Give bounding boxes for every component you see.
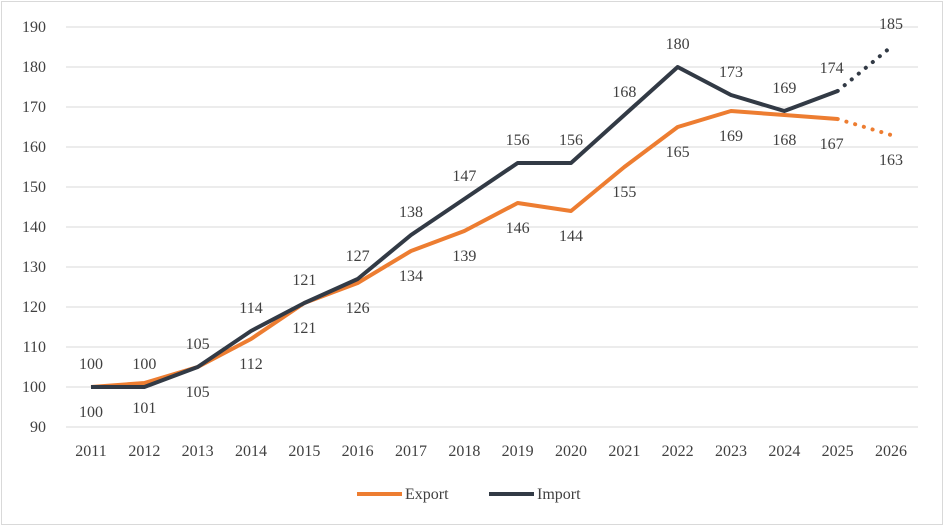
x-tick-label: 2016 bbox=[342, 443, 374, 460]
export-data-label: 144 bbox=[559, 228, 583, 245]
y-tick-label: 170 bbox=[22, 99, 46, 116]
y-tick-label: 140 bbox=[22, 219, 46, 236]
x-tick-label: 2013 bbox=[182, 443, 214, 460]
import-data-label: 169 bbox=[772, 80, 796, 97]
export-line bbox=[90, 109, 838, 389]
export-data-label: 163 bbox=[879, 152, 903, 169]
import-data-label: 138 bbox=[399, 204, 423, 221]
y-tick-label: 110 bbox=[23, 339, 46, 356]
import-data-label: 174 bbox=[820, 60, 844, 77]
x-tick-label: 2019 bbox=[502, 443, 534, 460]
export-data-label: 168 bbox=[772, 132, 796, 149]
export-forecast-line bbox=[835, 117, 893, 137]
x-tick-label: 2015 bbox=[288, 443, 320, 460]
export-data-label: 139 bbox=[452, 248, 476, 265]
export-legend-label: Export bbox=[405, 486, 449, 503]
import-legend-label: Import bbox=[537, 486, 581, 503]
import-data-label: 114 bbox=[239, 300, 262, 317]
x-tick-label: 2026 bbox=[875, 443, 907, 460]
x-tick-label: 2011 bbox=[75, 443, 106, 460]
y-tick-label: 130 bbox=[22, 259, 46, 276]
export-data-label: 101 bbox=[132, 400, 156, 417]
import-data-label: 185 bbox=[879, 16, 903, 33]
x-tick-label: 2012 bbox=[128, 443, 160, 460]
y-tick-label: 150 bbox=[22, 179, 46, 196]
x-tick-label: 2014 bbox=[235, 443, 267, 460]
export-data-label: 126 bbox=[346, 300, 370, 317]
y-tick-label: 100 bbox=[22, 379, 46, 396]
import-data-label: 121 bbox=[292, 272, 316, 289]
x-tick-label: 2024 bbox=[768, 443, 800, 460]
y-tick-label: 180 bbox=[22, 59, 46, 76]
import-data-label: 180 bbox=[666, 36, 690, 53]
export-data-label: 146 bbox=[506, 220, 530, 237]
import-data-label: 168 bbox=[612, 84, 636, 101]
x-tick-label: 2023 bbox=[715, 443, 747, 460]
x-tick-label: 2025 bbox=[822, 443, 854, 460]
export-data-label: 100 bbox=[79, 404, 103, 421]
import-data-label: 147 bbox=[452, 168, 476, 185]
x-tick-label: 2022 bbox=[662, 443, 694, 460]
import-data-label: 105 bbox=[186, 336, 210, 353]
import-data-label: 100 bbox=[79, 356, 103, 373]
import-data-label: 156 bbox=[506, 132, 530, 149]
export-data-label: 169 bbox=[719, 128, 743, 145]
y-tick-label: 160 bbox=[22, 139, 46, 156]
y-tick-label: 90 bbox=[30, 419, 46, 436]
export-data-label: 155 bbox=[612, 184, 636, 201]
y-tick-label: 190 bbox=[22, 19, 46, 36]
import-data-label: 173 bbox=[719, 64, 743, 81]
import-forecast-line bbox=[835, 45, 893, 93]
import-line bbox=[91, 65, 839, 389]
x-tick-label: 2020 bbox=[555, 443, 587, 460]
x-tick-label: 2021 bbox=[608, 443, 640, 460]
x-tick-label: 2018 bbox=[448, 443, 480, 460]
import-data-label: 100 bbox=[132, 356, 156, 373]
import-data-label: 127 bbox=[346, 248, 370, 265]
export-data-label: 112 bbox=[239, 356, 262, 373]
export-data-label: 165 bbox=[666, 144, 690, 161]
x-tick-label: 2017 bbox=[395, 443, 427, 460]
import-data-label: 156 bbox=[559, 132, 583, 149]
export-data-label: 121 bbox=[292, 320, 316, 337]
export-data-label: 134 bbox=[399, 268, 423, 285]
export-data-label: 105 bbox=[186, 384, 210, 401]
y-tick-label: 120 bbox=[22, 299, 46, 316]
export-data-label: 167 bbox=[820, 136, 844, 153]
